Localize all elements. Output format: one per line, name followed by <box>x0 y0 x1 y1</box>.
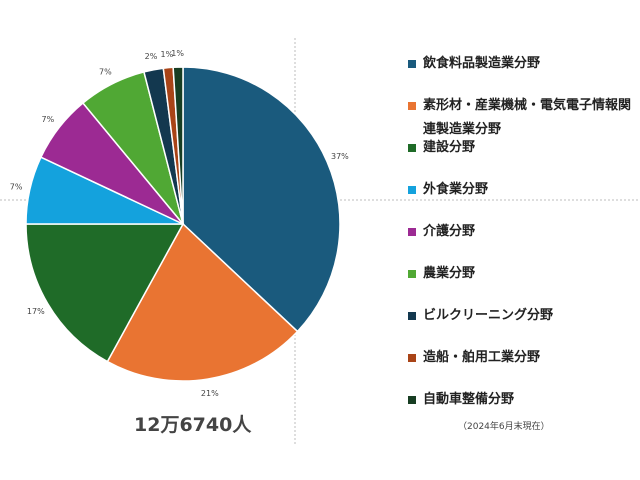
slice-data-label-3: 17% <box>27 307 45 316</box>
slice-data-label-4: 7% <box>10 183 23 192</box>
legend-item-4: 外食業分野 <box>408 178 633 202</box>
legend-swatch <box>408 102 416 110</box>
slice-data-label-8: 1% <box>161 50 174 59</box>
legend-label: 建設分野 <box>423 140 476 155</box>
legend-item-5: 介護分野 <box>408 220 633 244</box>
slice-data-label-1: 37% <box>331 152 349 161</box>
legend-swatch <box>408 396 416 404</box>
legend-swatch <box>408 144 416 152</box>
pie-slice-1 <box>182 66 341 333</box>
pie-slice-2 <box>106 222 299 382</box>
slice-data-label-9: 1% <box>171 49 184 58</box>
total-count: 12万6740人 <box>134 414 252 436</box>
legend-swatch <box>408 60 416 68</box>
legend-label: 農業分野 <box>423 266 476 281</box>
pie-slice-9 <box>172 66 184 225</box>
legend-item-7: ビルクリーニング分野 <box>408 304 633 328</box>
slice-data-label-5: 7% <box>42 115 55 124</box>
legend-label: 介護分野 <box>423 224 476 239</box>
legend-swatch <box>408 186 416 194</box>
legend-label: ビルクリーニング分野 <box>423 308 554 323</box>
legend-item-8: 造船・舶用工業分野 <box>408 346 633 370</box>
legend-label: 外食業分野 <box>423 182 489 197</box>
slice-data-label-6: 7% <box>99 68 112 77</box>
pie-slice-3 <box>25 223 185 363</box>
legend-swatch <box>408 228 416 236</box>
legend-item-9: 自動車整備分野 <box>408 388 633 412</box>
legend-label: 自動車整備分野 <box>423 392 515 407</box>
legend-label: 飲食料品製造業分野 <box>423 56 541 71</box>
as-of-note: （2024年6月末現在） <box>458 422 550 432</box>
legend-label: 造船・舶用工業分野 <box>423 350 541 365</box>
legend-label: 素形材・産業機械・電気電子情報関連製造業分野 <box>423 98 632 137</box>
legend-item-6: 農業分野 <box>408 262 633 286</box>
legend-swatch <box>408 354 416 362</box>
slice-data-label-2: 21% <box>201 389 219 398</box>
slice-data-label-7: 2% <box>145 52 158 61</box>
legend-swatch <box>408 270 416 278</box>
legend-item-3: 建設分野 <box>408 136 633 160</box>
legend-item-2: 素形材・産業機械・電気電子情報関連製造業分野 <box>408 94 633 142</box>
legend-swatch <box>408 312 416 320</box>
legend-item-1: 飲食料品製造業分野 <box>408 52 633 76</box>
